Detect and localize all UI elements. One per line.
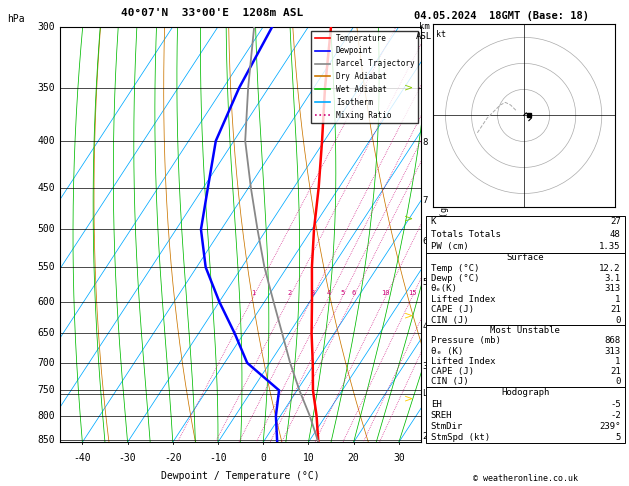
- Text: 239°: 239°: [599, 422, 621, 431]
- Text: CIN (J): CIN (J): [431, 316, 469, 325]
- Text: 0: 0: [260, 452, 266, 463]
- Text: -20: -20: [164, 452, 182, 463]
- Text: 868: 868: [604, 336, 621, 346]
- Text: 12.2: 12.2: [599, 264, 621, 273]
- Text: -40: -40: [74, 452, 91, 463]
- Text: 313: 313: [604, 284, 621, 294]
- Text: StmDir: StmDir: [431, 422, 463, 431]
- Bar: [426, 387, 625, 443]
- Text: >: >: [404, 83, 413, 92]
- Text: K: K: [431, 217, 436, 226]
- Text: Hodograph: Hodograph: [501, 388, 549, 397]
- Text: Lifted Index: Lifted Index: [431, 357, 495, 366]
- Text: 313: 313: [604, 347, 621, 356]
- Text: 1: 1: [615, 357, 621, 366]
- Text: >: >: [404, 214, 413, 224]
- Text: Dewpoint / Temperature (°C): Dewpoint / Temperature (°C): [161, 471, 320, 481]
- Text: 4: 4: [423, 322, 428, 330]
- Text: 48: 48: [610, 229, 621, 239]
- Text: 700: 700: [38, 358, 55, 368]
- Text: SREH: SREH: [431, 411, 452, 420]
- Text: 400: 400: [38, 136, 55, 146]
- Text: 5: 5: [615, 434, 621, 442]
- Text: CIN (J): CIN (J): [431, 378, 469, 386]
- Text: 6: 6: [423, 237, 428, 245]
- Text: 1: 1: [252, 291, 255, 296]
- Text: 2: 2: [423, 432, 428, 441]
- Text: 350: 350: [38, 83, 55, 93]
- Text: LCL: LCL: [423, 389, 438, 399]
- Text: CAPE (J): CAPE (J): [431, 305, 474, 314]
- Text: 20: 20: [348, 452, 360, 463]
- Text: Mixing Ratio (g/kg): Mixing Ratio (g/kg): [440, 187, 450, 282]
- Text: 750: 750: [38, 385, 55, 395]
- Text: 0: 0: [615, 316, 621, 325]
- Text: 5: 5: [340, 291, 345, 296]
- Text: 8: 8: [423, 139, 428, 147]
- Text: 6: 6: [352, 291, 356, 296]
- Bar: [426, 215, 625, 253]
- Text: 4: 4: [327, 291, 331, 296]
- Text: 1.35: 1.35: [599, 242, 621, 251]
- Bar: [426, 325, 625, 387]
- Text: θₑ(K): θₑ(K): [431, 284, 458, 294]
- Text: 800: 800: [38, 411, 55, 421]
- Text: Pressure (mb): Pressure (mb): [431, 336, 501, 346]
- Text: 1: 1: [615, 295, 621, 304]
- Text: θₑ (K): θₑ (K): [431, 347, 463, 356]
- Text: © weatheronline.co.uk: © weatheronline.co.uk: [473, 474, 577, 483]
- Text: PW (cm): PW (cm): [431, 242, 469, 251]
- Text: 04.05.2024  18GMT (Base: 18): 04.05.2024 18GMT (Base: 18): [414, 11, 589, 21]
- Text: >: >: [404, 394, 413, 403]
- Text: EH: EH: [431, 399, 442, 409]
- Bar: [426, 253, 625, 325]
- Text: 850: 850: [38, 435, 55, 445]
- Text: Totals Totals: Totals Totals: [431, 229, 501, 239]
- Text: 21: 21: [610, 367, 621, 376]
- Text: -10: -10: [209, 452, 227, 463]
- Text: 10: 10: [381, 291, 390, 296]
- Text: 30: 30: [393, 452, 404, 463]
- Text: 3: 3: [423, 363, 428, 371]
- Text: 3: 3: [311, 291, 314, 296]
- Text: kt: kt: [436, 30, 446, 39]
- Text: 650: 650: [38, 329, 55, 338]
- Legend: Temperature, Dewpoint, Parcel Trajectory, Dry Adiabat, Wet Adiabat, Isotherm, Mi: Temperature, Dewpoint, Parcel Trajectory…: [311, 31, 418, 122]
- Text: 40°07'N  33°00'E  1208m ASL: 40°07'N 33°00'E 1208m ASL: [121, 8, 303, 18]
- Text: 500: 500: [38, 225, 55, 234]
- Text: 600: 600: [38, 297, 55, 307]
- Text: 5: 5: [423, 278, 428, 287]
- Text: 7: 7: [423, 196, 428, 205]
- Text: Most Unstable: Most Unstable: [490, 326, 560, 335]
- Text: Dewp (°C): Dewp (°C): [431, 274, 479, 283]
- Text: Surface: Surface: [506, 253, 544, 262]
- Text: -5: -5: [610, 399, 621, 409]
- Text: 2: 2: [288, 291, 292, 296]
- Text: 15: 15: [408, 291, 416, 296]
- Text: Lifted Index: Lifted Index: [431, 295, 495, 304]
- Text: StmSpd (kt): StmSpd (kt): [431, 434, 490, 442]
- Text: 0: 0: [615, 378, 621, 386]
- Text: 3.1: 3.1: [604, 274, 621, 283]
- Text: hPa: hPa: [8, 14, 25, 24]
- Text: >: >: [404, 311, 413, 321]
- Text: 550: 550: [38, 262, 55, 272]
- Text: 21: 21: [610, 305, 621, 314]
- Text: -2: -2: [610, 411, 621, 420]
- Text: 10: 10: [303, 452, 314, 463]
- Text: km
ASL: km ASL: [416, 22, 432, 41]
- Text: 450: 450: [38, 183, 55, 192]
- Text: CAPE (J): CAPE (J): [431, 367, 474, 376]
- Text: Temp (°C): Temp (°C): [431, 264, 479, 273]
- Text: 27: 27: [610, 217, 621, 226]
- Text: 300: 300: [38, 22, 55, 32]
- Text: -30: -30: [119, 452, 136, 463]
